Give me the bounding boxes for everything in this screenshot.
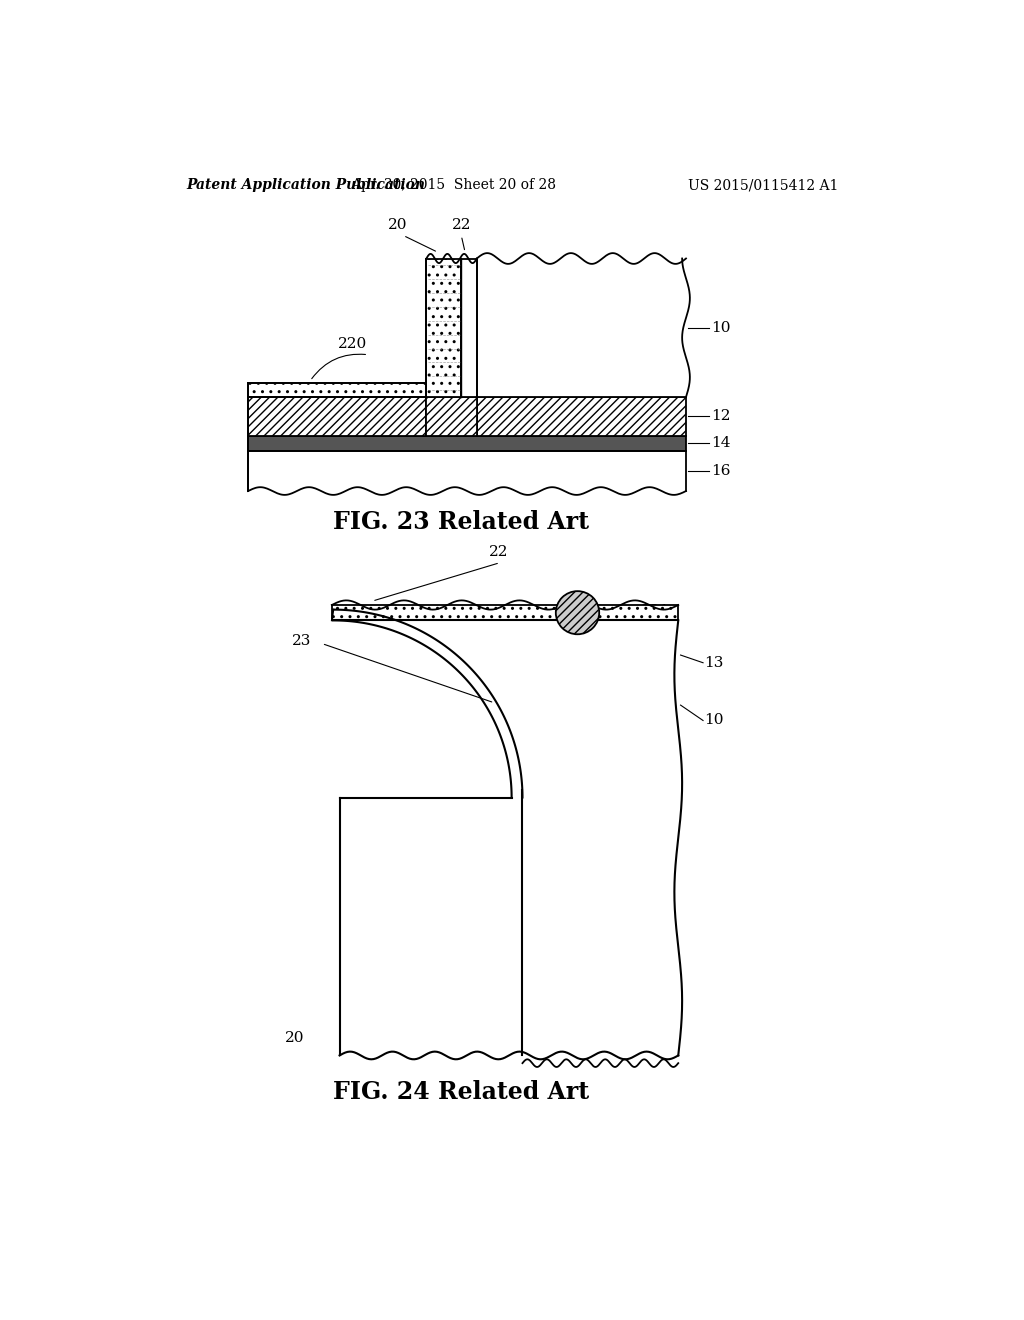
Polygon shape — [477, 259, 686, 397]
Text: 13: 13 — [705, 656, 724, 669]
Text: Patent Application Publication: Patent Application Publication — [186, 178, 425, 193]
Text: 10: 10 — [705, 714, 724, 727]
Text: 20: 20 — [285, 1031, 304, 1044]
Text: 22: 22 — [488, 545, 508, 558]
Polygon shape — [248, 451, 686, 495]
Text: 220: 220 — [338, 337, 368, 351]
Text: 23: 23 — [292, 634, 311, 648]
Text: 12: 12 — [711, 409, 730, 424]
Polygon shape — [248, 451, 686, 495]
Polygon shape — [334, 620, 678, 1056]
Polygon shape — [461, 259, 477, 397]
Polygon shape — [248, 383, 426, 397]
Text: 22: 22 — [452, 218, 471, 231]
Polygon shape — [426, 397, 477, 436]
Polygon shape — [477, 397, 686, 436]
Text: Apr. 30, 2015  Sheet 20 of 28: Apr. 30, 2015 Sheet 20 of 28 — [351, 178, 556, 193]
Text: FIG. 24 Related Art: FIG. 24 Related Art — [333, 1080, 590, 1104]
Text: FIG. 23 Related Art: FIG. 23 Related Art — [333, 510, 589, 533]
Text: 16: 16 — [711, 465, 730, 478]
Text: 221: 221 — [641, 605, 671, 618]
Polygon shape — [332, 605, 678, 620]
Text: 14: 14 — [711, 437, 730, 450]
Polygon shape — [248, 436, 686, 451]
Text: 10: 10 — [711, 321, 730, 335]
Text: US 2015/0115412 A1: US 2015/0115412 A1 — [688, 178, 839, 193]
Polygon shape — [426, 259, 461, 397]
Polygon shape — [248, 397, 426, 436]
Text: 20: 20 — [388, 218, 408, 231]
Circle shape — [556, 591, 599, 635]
